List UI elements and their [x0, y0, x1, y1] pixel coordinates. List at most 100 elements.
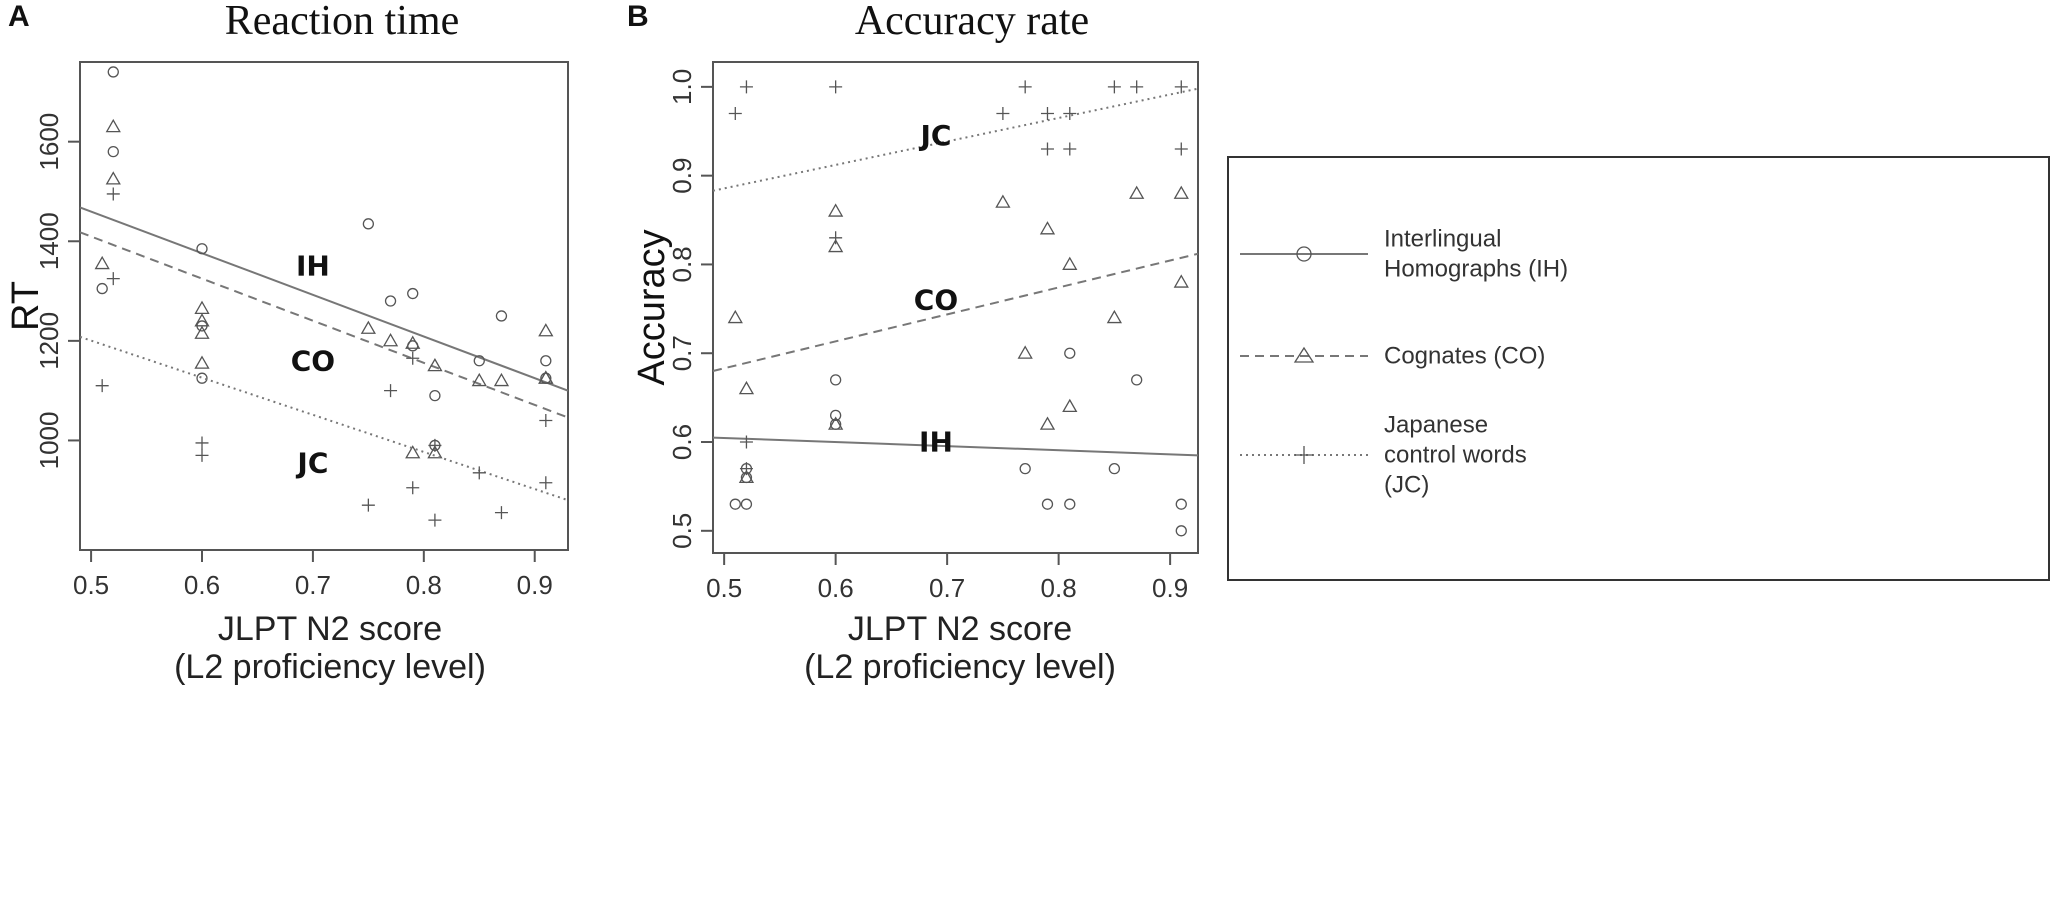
data-point-co [828, 416, 844, 430]
x-tick-label: 0.8 [1041, 573, 1077, 603]
data-point-co [194, 300, 210, 315]
x-tick-label: 0.9 [517, 570, 553, 600]
y-tick-label: 0.5 [667, 513, 697, 549]
y-tick-label: 1600 [34, 113, 64, 171]
panel-letter: A [8, 0, 30, 33]
data-point-jc [472, 466, 486, 480]
data-point-ih [196, 243, 208, 255]
legend-item-jc: Japanese control words (JC) [1240, 412, 1527, 499]
series-jc: JC [712, 80, 1199, 476]
data-point-jc [1040, 142, 1054, 156]
data-point-co [405, 445, 421, 459]
data-point-jc [406, 351, 420, 365]
data-point-ih [729, 498, 741, 510]
data-point-jc [384, 384, 398, 398]
y-tick-label: 1400 [34, 212, 64, 270]
legend-item-ih: Interlingual Homographs (IH) [1240, 226, 1568, 283]
data-point-jc [539, 476, 553, 490]
data-point-jc [739, 435, 753, 449]
series-label-ih: IH [296, 250, 330, 283]
data-point-ih [107, 66, 119, 78]
x-tick-label: 0.6 [818, 573, 854, 603]
data-point-jc [1130, 80, 1144, 94]
data-point-jc [1174, 80, 1188, 94]
data-point-jc [739, 462, 753, 476]
series-co: CO [79, 118, 569, 459]
data-point-co [105, 171, 121, 185]
data-point-co [538, 370, 554, 384]
fit-line-ih [712, 436, 1199, 457]
data-point-ih [1175, 498, 1187, 510]
data-point-jc [1018, 80, 1032, 94]
data-point-jc [1174, 142, 1188, 156]
x-axis-sublabel: (L2 proficiency level) [804, 648, 1116, 686]
legend-plus-marker [1295, 446, 1313, 464]
x-tick-label: 0.7 [295, 570, 331, 600]
legend-text: Interlingual [1384, 226, 1501, 253]
data-point-ih [1041, 498, 1054, 510]
series-label-ih: IH [919, 426, 953, 459]
data-point-co [1173, 274, 1189, 288]
data-point-co [1039, 221, 1056, 235]
data-point-co [727, 309, 743, 324]
series-label-co: CO [291, 344, 335, 377]
data-point-co [405, 335, 421, 349]
data-point-jc [1063, 106, 1077, 120]
series-ih: IH [712, 347, 1199, 537]
data-point-ih [829, 374, 842, 386]
chart-title: Reaction time [225, 0, 459, 44]
data-point-co [94, 255, 110, 270]
data-point-ih [1108, 463, 1121, 475]
data-point-ih [384, 295, 397, 307]
legend-text: Homographs (IH) [1384, 256, 1568, 283]
data-point-co [1062, 256, 1078, 270]
data-point-jc [739, 80, 753, 94]
data-point-jc [428, 438, 442, 452]
data-point-co [538, 323, 554, 337]
data-point-ih [107, 145, 119, 158]
data-point-ih [96, 282, 108, 295]
data-point-ih [540, 355, 552, 367]
data-point-co [1017, 345, 1033, 359]
series-label-jc: JC [919, 119, 952, 152]
data-point-jc [829, 231, 843, 245]
data-point-jc [428, 513, 442, 527]
data-point-co [738, 380, 755, 395]
y-tick-label: 1.0 [667, 69, 697, 105]
data-point-co [738, 469, 755, 484]
data-point-ih [495, 310, 508, 322]
data-point-jc [95, 379, 109, 393]
legend-frame [1227, 156, 2050, 581]
y-tick-label: 0.6 [667, 424, 697, 460]
data-point-ih [362, 218, 375, 230]
data-point-jc [106, 272, 120, 286]
data-point-co [995, 194, 1011, 208]
y-tick-label: 0.7 [667, 335, 697, 371]
plot-frame [79, 61, 569, 551]
data-point-co [360, 320, 376, 334]
legend-text: control words [1384, 442, 1527, 469]
series-ih: IH [79, 66, 569, 452]
data-point-jc [728, 106, 742, 120]
data-point-jc [195, 448, 209, 462]
fit-line-jc [79, 335, 569, 502]
data-point-jc [1040, 106, 1054, 120]
data-point-co [471, 372, 487, 387]
fit-line-co [712, 252, 1199, 372]
legend-text: Cognates (CO) [1384, 343, 1545, 370]
y-tick-label: 0.8 [667, 246, 697, 282]
legend-text: Japanese [1384, 412, 1488, 439]
data-point-ih [196, 372, 208, 384]
fit-line-jc [712, 87, 1199, 192]
data-point-jc [539, 414, 553, 428]
y-tick-label: 0.9 [667, 158, 697, 194]
data-point-co [382, 333, 399, 347]
data-point-jc [829, 80, 843, 94]
fit-line-ih [79, 206, 569, 392]
panel-letter: B [627, 0, 649, 33]
chart-title: Accuracy rate [855, 0, 1089, 44]
series-jc: JC [79, 187, 569, 527]
x-axis-label: JLPT N2 score [218, 610, 442, 648]
data-point-jc [361, 498, 375, 512]
